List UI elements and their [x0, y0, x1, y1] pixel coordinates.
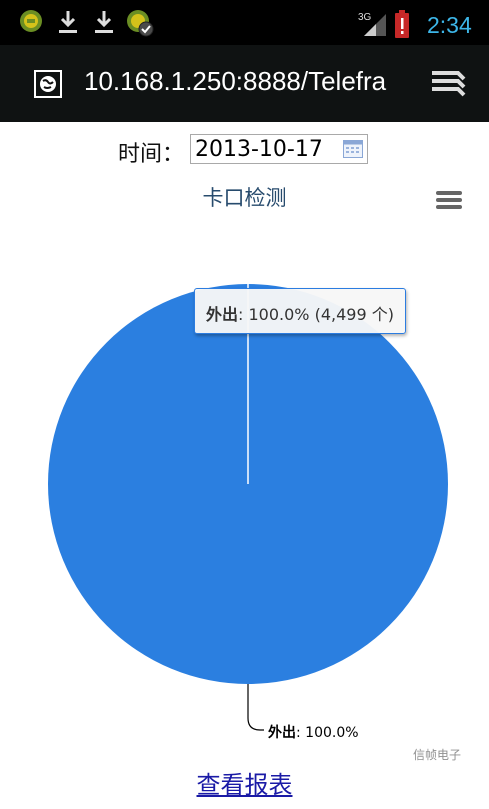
data-label-connector — [248, 684, 264, 730]
chart-tooltip: 外出: 100.0% (4,499 个) — [194, 288, 406, 334]
view-report-link[interactable]: 查看报表 — [0, 765, 489, 800]
data-label-0: 外出: 100.0% — [268, 722, 359, 742]
chart-credits[interactable]: 信帧电子 — [413, 746, 461, 763]
